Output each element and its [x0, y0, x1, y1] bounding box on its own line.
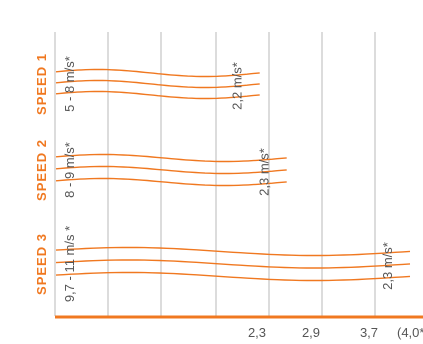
wave-speed2-2 — [55, 165, 287, 175]
wave-speed2-1 — [55, 153, 287, 163]
x-tick-4: (4,0** — [397, 325, 423, 340]
wave-layer — [55, 68, 411, 282]
speed-label-2: SPEED 2 — [34, 139, 49, 201]
wave-speed1-3 — [55, 90, 260, 100]
label-layer: SPEED 1 5 - 8 m/s* 2,2 m/s* SPEED 2 8 - 9 m/… — [34, 53, 395, 302]
wave-speed1-2 — [55, 79, 260, 89]
x-tick-3: 3,7 — [360, 325, 378, 340]
rate-label-3: 9,7 - 11 m/s * — [62, 226, 77, 302]
peak-label-2: 2,3 m/s* — [257, 148, 272, 196]
rate-label-1: 5 - 8 m/s* — [62, 56, 77, 112]
x-tick-labels: 2,3 2,9 3,7 (4,0** — [248, 325, 423, 340]
peak-label-3: 2,3 m/s* — [380, 242, 395, 290]
speed-label-3: SPEED 3 — [34, 233, 49, 295]
rate-label-2: 8 - 9 m/s* — [62, 142, 77, 198]
grid-layer — [54, 32, 376, 316]
x-tick-2: 2,9 — [302, 325, 320, 340]
x-tick-1: 2,3 — [248, 325, 266, 340]
wave-speed2-3 — [55, 177, 287, 187]
wave-speed3-3 — [55, 271, 411, 282]
peak-label-1: 2,2 m/s* — [230, 62, 245, 110]
speed-label-1: SPEED 1 — [34, 53, 49, 115]
wave-speed3-2 — [55, 259, 411, 269]
wave-speed1-1 — [55, 68, 260, 78]
wave-speed3-1 — [55, 246, 411, 257]
